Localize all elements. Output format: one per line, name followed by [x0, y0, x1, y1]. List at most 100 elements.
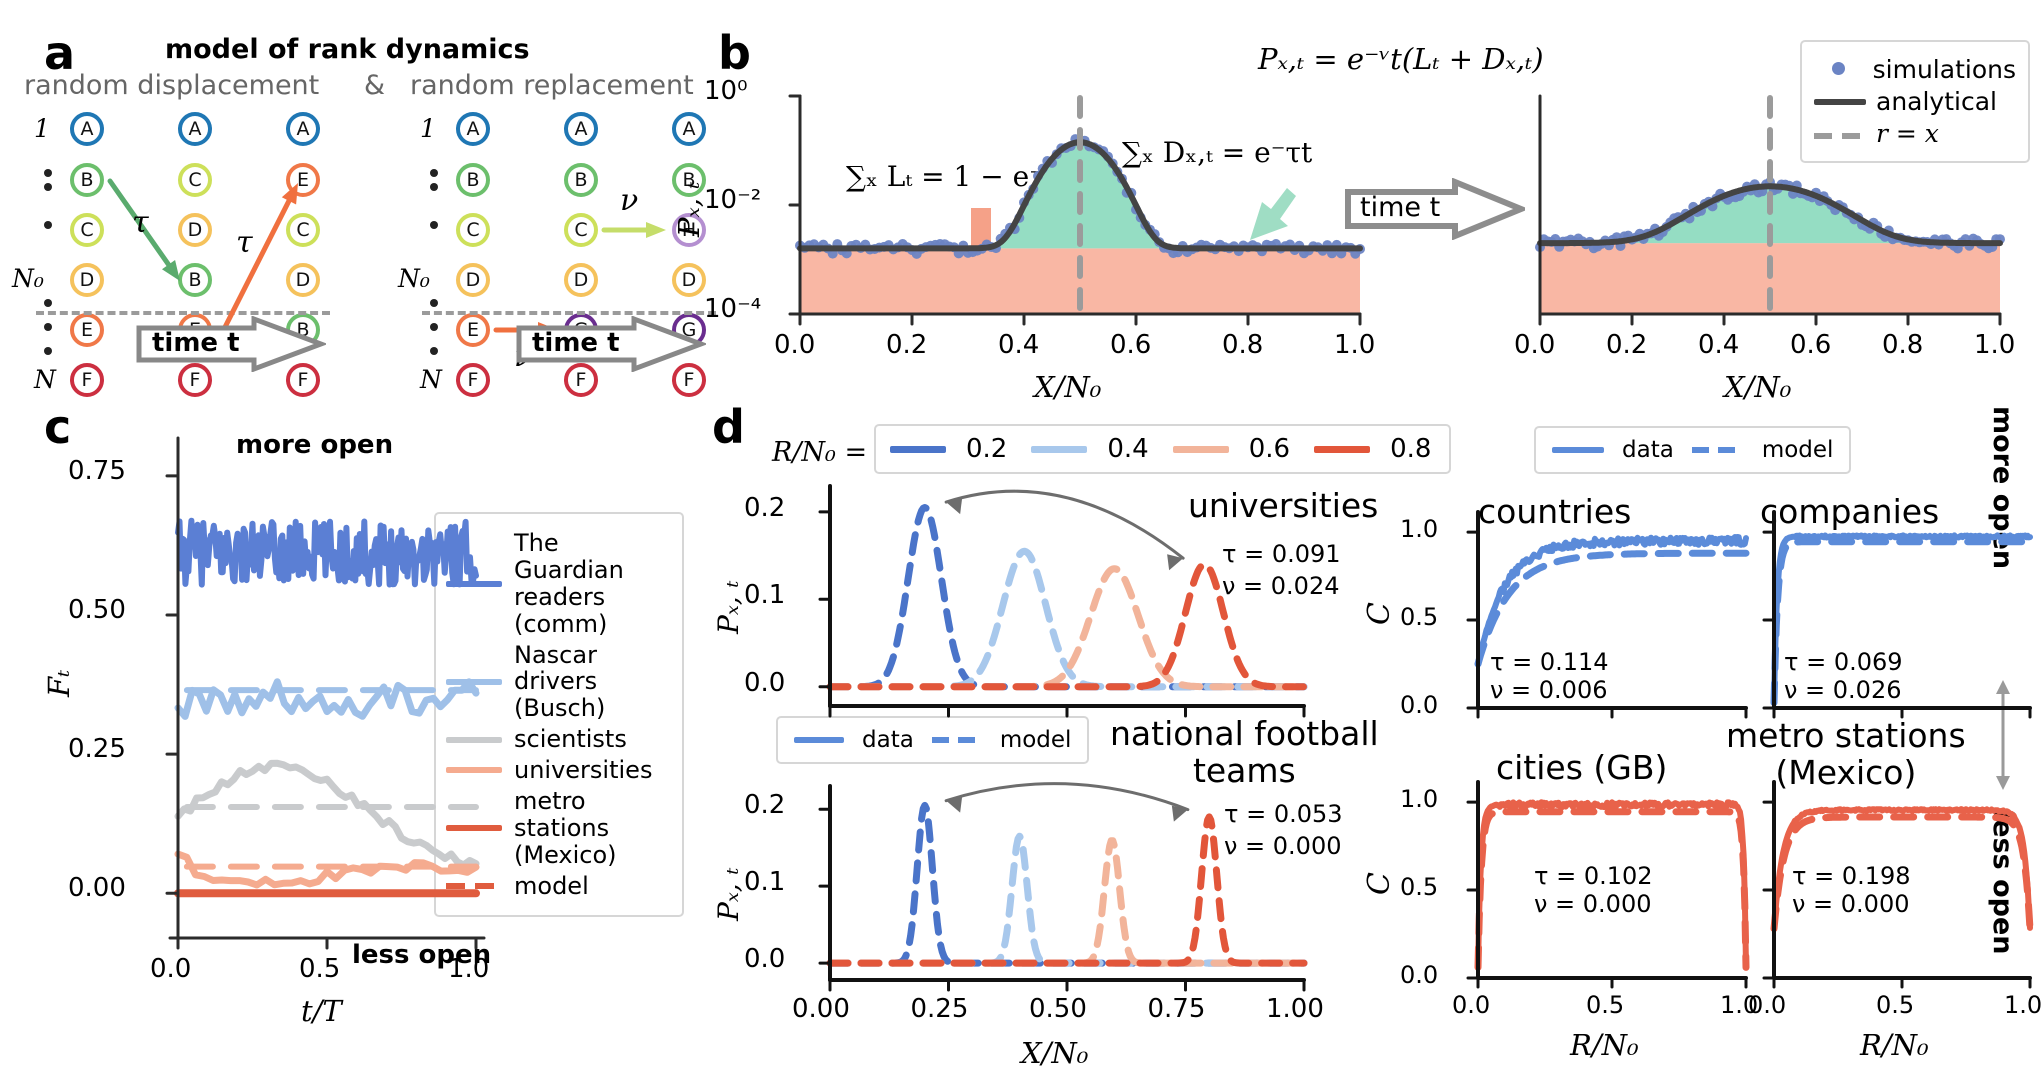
rank-node-f: F: [564, 363, 598, 397]
panel-a-letter: a: [44, 26, 76, 80]
ellipsis-dot: [44, 183, 52, 191]
football-plot-ytick: 0.0: [744, 944, 786, 975]
companies-nu: ν = 0.026: [1784, 676, 1902, 704]
rank-node-c: C: [564, 213, 598, 247]
universities-plot-ytick: 0.1: [744, 580, 786, 611]
football-title: national football teams: [1110, 714, 1379, 790]
legend-swatch: [446, 678, 502, 685]
football-plot-xtick: 0.00: [792, 994, 850, 1024]
panel-c-legend-item: universities: [446, 757, 672, 784]
rank-label-1: 1: [34, 114, 50, 143]
metro-title: metro stations (Mexico): [1726, 716, 1966, 792]
rank-node-d: D: [178, 213, 212, 247]
universities-title: universities: [1188, 486, 1379, 525]
rn-legend-value-0.8: 0.8: [1390, 434, 1432, 464]
legend-swatch: [446, 736, 502, 743]
legend-label-model: model: [999, 727, 1072, 753]
universities-plot: [0, 0, 1308, 718]
universities-tau: τ = 0.091: [1222, 540, 1341, 568]
rank-threshold-line: [422, 311, 716, 315]
panel-c-ytick: 0.00: [68, 873, 126, 904]
rank-node-c: C: [456, 213, 490, 247]
panel-c-ytick: 0.50: [68, 594, 126, 625]
rank-node-f: F: [178, 363, 212, 397]
legend-swatch: [446, 767, 502, 774]
countries-plot-ytick: 1.0: [1400, 515, 1439, 544]
ellipsis-dot: [44, 323, 52, 331]
panel-a-title: model of rank dynamics: [165, 34, 530, 65]
tau-label-left-2: τ: [236, 225, 253, 260]
b-left-plot-xtick: 0.8: [1222, 330, 1264, 360]
rank-node-b: B: [456, 163, 490, 197]
tau-label-left-1: τ: [132, 205, 149, 240]
football-plot-xtick: 0.25: [910, 994, 969, 1024]
panel-c-legend-item: Nascar drivers (Busch): [446, 640, 672, 723]
r-equals-x-dashed-icon: [1814, 124, 1866, 143]
rank-node-c: C: [70, 213, 104, 247]
metro-plot-xlabel: R/N₀: [1860, 1028, 1929, 1062]
cities-plot-xtick: 0.5: [1586, 991, 1625, 1019]
rank-node-c: C: [286, 213, 320, 247]
panel-c-legend-label: scientists: [514, 725, 627, 754]
rank-label-n: N: [420, 365, 442, 394]
panel-c-legend-label: metro stations (Mexico): [514, 786, 617, 869]
cd-model-dashed-icon: [1691, 447, 1744, 453]
cities-plot-ytick: 0.5: [1400, 873, 1439, 902]
panel-b-time-arrow-label: time t: [1360, 192, 1441, 223]
legend-item-analytical: analytical: [1814, 87, 2016, 116]
rank-node-b: B: [70, 163, 104, 197]
panel-c-xtick: 0.5: [299, 954, 341, 984]
b-right-plot-xtick: 0.0: [1514, 330, 1556, 360]
rank-label-1: 1: [420, 114, 436, 143]
cd-data-solid-icon: [1552, 447, 1604, 453]
panel-c-letter: c: [44, 400, 72, 454]
b-right-plot-xtick: 0.4: [1698, 330, 1740, 360]
football-plot-xtick: 1.00: [1266, 994, 1324, 1024]
cities-plot: [1466, 780, 1750, 989]
rank-node-d: D: [672, 263, 706, 297]
countries-plot-ytick: 0.5: [1400, 603, 1439, 632]
rn-legend-prefix: R/N₀ =: [772, 437, 868, 468]
panel-c-ytick: 0.75: [68, 455, 126, 486]
rn-legend-swatch-0.6: [1172, 445, 1229, 453]
panel-a-ampersand: &: [364, 70, 386, 101]
companies-plot: [1762, 510, 2034, 719]
rn-legend-value-0.6: 0.6: [1248, 434, 1291, 464]
rn-legend-value-0.2: 0.2: [966, 434, 1008, 464]
b-left-plot-xtick: 1.0: [1334, 330, 1376, 360]
b-right-plot-xtick: 1.0: [1974, 330, 2016, 360]
ellipsis-dot: [44, 299, 52, 307]
b-right-plot: [1535, 94, 2005, 326]
data-solid-line-icon: [794, 737, 844, 743]
panel-c-less-open-label: less open: [352, 940, 492, 970]
rank-node-a: A: [70, 112, 104, 146]
model-dashed-line-icon: [931, 737, 982, 743]
panel-c-legend-label: model: [514, 871, 589, 900]
arrow-to-displacement-peak: [1250, 188, 1296, 240]
rn-legend-swatch-0.4: [1031, 445, 1088, 453]
panel-c-xlabel: t/T: [301, 994, 342, 1028]
rank-node-b: B: [672, 163, 706, 197]
rank-node-a: A: [178, 112, 212, 146]
metro-plot-xtick: 1.0: [2004, 991, 2042, 1019]
universities-plot-ytick: 0.0: [744, 667, 786, 698]
annotation-sum-D: ∑ₓ Dₓ,ₜ = e⁻τt: [1122, 136, 1313, 169]
ellipsis-dot: [430, 299, 438, 307]
ellipsis-dot: [44, 169, 52, 177]
football-plot-ytick: 0.1: [744, 867, 786, 898]
panel-c-legend-label: Nascar drivers (Busch): [514, 640, 606, 723]
panel-c-legend-label: The Guardian readers (comm): [514, 529, 624, 638]
countries-plot-ytick: 0.0: [1400, 691, 1439, 719]
rank-node-a: A: [672, 112, 706, 146]
panel-c-legend-item: scientists: [446, 726, 672, 753]
cities-tau: τ = 0.102: [1534, 862, 1653, 890]
cities-plot-xtick: 0.0: [1452, 991, 1491, 1019]
panel-c-more-open-label: more open: [236, 430, 394, 460]
rn-legend-swatch-0.2: [890, 445, 946, 453]
panel-b-legend: simulations analytical r = x: [1800, 40, 2030, 163]
rank-label-n0: N₀: [12, 264, 44, 293]
legend-label-simulations: simulations: [1872, 55, 2016, 84]
countries-tau: τ = 0.114: [1490, 648, 1609, 676]
b-right-plot-xlabel: X/N₀: [1724, 370, 1792, 404]
football-plot-xlabel: X/N₀: [1021, 1036, 1089, 1070]
